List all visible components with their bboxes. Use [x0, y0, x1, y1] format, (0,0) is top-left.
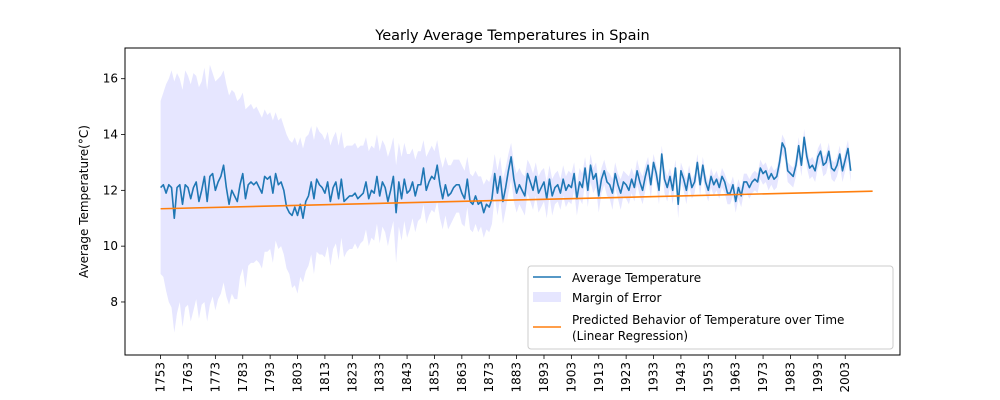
x-tick-label: 1933: [647, 362, 661, 393]
x-tick-label: 1993: [811, 362, 825, 393]
legend-label-regression-line2: (Linear Regression): [572, 329, 688, 343]
x-tick-label: 1833: [373, 362, 387, 393]
x-tick-label: 1813: [318, 362, 332, 393]
x-tick-label: 1763: [181, 362, 195, 393]
x-tick-label: 1963: [729, 362, 743, 393]
x-tick-label: 1913: [592, 362, 606, 393]
x-tick-label: 1793: [263, 362, 277, 393]
y-tick-label: 16: [103, 72, 118, 86]
x-tick-label: 1923: [619, 362, 633, 393]
regression-line: [160, 190, 873, 210]
x-tick-label: 1873: [482, 362, 496, 393]
x-tick-label: 1883: [510, 362, 524, 393]
x-tick-label: 1823: [345, 362, 359, 393]
y-axis: 8 10 12 14 16: [103, 72, 125, 309]
chart-title: Yearly Average Temperatures in Spain: [374, 28, 649, 44]
legend: Average Temperature Margin of Error Predic…: [527, 265, 894, 350]
x-axis: 1753 1763 1773 1783 1793 1803 1813 1823 1833 1843…: [154, 355, 852, 393]
average-temperature-line: [160, 136, 852, 220]
x-tick-label: 1803: [291, 362, 305, 393]
x-tick-label: 1753: [154, 362, 168, 393]
x-tick-label: 1973: [756, 362, 770, 393]
y-tick-label: 12: [103, 183, 118, 197]
x-tick-label: 1983: [783, 362, 797, 393]
y-tick-label: 14: [103, 128, 118, 142]
x-tick-label: 1773: [208, 362, 222, 393]
legend-label-average: Average Temperature: [572, 271, 701, 285]
margin-of-error-band: [160, 64, 851, 333]
x-tick-label: 1843: [400, 362, 414, 393]
legend-box: [527, 265, 894, 350]
x-tick-label: 1783: [236, 362, 250, 393]
y-tick-label: 8: [110, 295, 118, 309]
y-axis-label: Average Temperature(°C): [77, 125, 91, 278]
legend-label-margin: Margin of Error: [572, 291, 661, 305]
x-tick-label: 1953: [701, 362, 715, 393]
x-tick-label: 1853: [427, 362, 441, 393]
y-tick-label: 10: [103, 239, 118, 253]
x-tick-label: 1863: [455, 362, 469, 393]
plot-frame: [124, 47, 901, 356]
x-tick-label: 2003: [838, 362, 852, 393]
legend-handle-margin: [533, 292, 561, 302]
x-tick-label: 1893: [537, 362, 551, 393]
x-tick-label: 1943: [674, 362, 688, 393]
legend-label-regression: Predicted Behavior of Temperature over T…: [572, 313, 844, 327]
plot-layer: [160, 64, 873, 333]
x-tick-label: 1903: [564, 362, 578, 393]
